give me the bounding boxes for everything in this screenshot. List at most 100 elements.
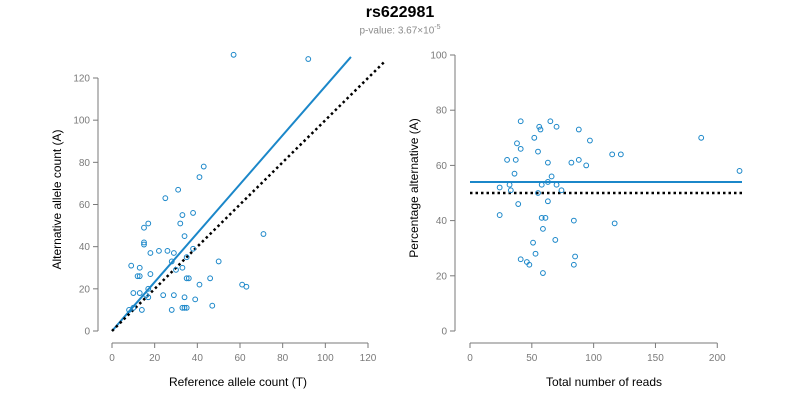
plot2-data-point bbox=[544, 179, 551, 185]
plot2-data-point bbox=[537, 126, 544, 133]
plot1-data-point bbox=[134, 273, 141, 280]
plot2-y-tick-label: 0 bbox=[441, 327, 447, 338]
plot1-x-tick-label: 80 bbox=[277, 353, 289, 364]
plot1-x-tick-label: 60 bbox=[234, 353, 246, 364]
plot2-data-point bbox=[517, 145, 524, 152]
plot2-data-point bbox=[538, 214, 545, 221]
plot1-data-point bbox=[209, 302, 216, 309]
plot2-data-point bbox=[532, 250, 539, 257]
plot1-x-tick-label: 100 bbox=[317, 353, 334, 364]
plot2-data-point bbox=[736, 168, 743, 174]
plot2-data-point bbox=[572, 253, 578, 260]
plot2-data-point bbox=[530, 239, 536, 246]
plot2-data-point bbox=[511, 170, 518, 177]
plot2-x-tick-label: 100 bbox=[585, 353, 602, 364]
plot1-data-point bbox=[170, 292, 177, 299]
plot1-data-point bbox=[183, 254, 190, 261]
plot2-data-point bbox=[558, 187, 565, 194]
plot1-data-point bbox=[141, 241, 147, 248]
plot1-x-tick-label: 120 bbox=[360, 353, 377, 364]
plot2-y-tick-label: 60 bbox=[436, 161, 448, 172]
plot1-data-point bbox=[183, 304, 190, 311]
plot1-data-point bbox=[179, 212, 186, 218]
plot2-data-point bbox=[514, 140, 520, 147]
plot1-data-point bbox=[136, 273, 143, 280]
plot2-data-point bbox=[575, 156, 582, 163]
plot2-data-point bbox=[544, 198, 551, 205]
plot1-data-point bbox=[200, 163, 207, 170]
plot1-data-point bbox=[190, 210, 196, 216]
plot2-y-tick-label: 40 bbox=[436, 216, 448, 227]
plot1-data-point bbox=[136, 264, 143, 271]
plot1-data-point bbox=[126, 307, 132, 313]
plot1-data-point bbox=[156, 247, 162, 254]
plot2-data-point bbox=[536, 123, 543, 130]
plot1-data-point bbox=[207, 275, 214, 282]
plot1-data-point bbox=[145, 285, 152, 292]
plot2-x-tick-label: 50 bbox=[526, 353, 538, 364]
plot2-data-point bbox=[526, 261, 533, 268]
plot1-y-tick-label: 20 bbox=[79, 284, 91, 295]
plot1-data-point bbox=[181, 233, 188, 240]
plot1-data-point bbox=[196, 174, 203, 180]
plot1-y-tick-label: 40 bbox=[79, 242, 91, 253]
plot2-data-point bbox=[538, 181, 545, 188]
plot2-data-point bbox=[583, 162, 590, 169]
plot1-data-point bbox=[179, 304, 186, 311]
plot1-fit-line bbox=[111, 56, 352, 332]
plot1-y-tick-label: 100 bbox=[73, 116, 90, 127]
plot1-data-point bbox=[177, 220, 184, 227]
plot1-y-axis-label: Alternative allele count (A) bbox=[50, 129, 64, 269]
plot2-data-point bbox=[506, 181, 513, 188]
plot2-data-point bbox=[512, 156, 519, 163]
plot1-data-point bbox=[145, 294, 152, 301]
plot2-data-point bbox=[698, 134, 705, 141]
plot2-data-point bbox=[517, 118, 524, 125]
plot2-data-point bbox=[553, 181, 560, 188]
plot2-x-tick-label: 0 bbox=[467, 353, 473, 364]
plot2-data-point bbox=[575, 126, 582, 133]
plot1-y-tick-label: 120 bbox=[73, 74, 90, 85]
plot2-data-point bbox=[617, 151, 624, 158]
plot2-x-tick-label: 200 bbox=[709, 353, 726, 364]
plot1-x-axis-label: Reference allele count (T) bbox=[169, 375, 307, 389]
plot1-data-point bbox=[162, 195, 169, 202]
plot1-data-point bbox=[168, 258, 175, 265]
plot1-data-point bbox=[215, 258, 222, 265]
plot2-data-point bbox=[542, 214, 549, 221]
plot2-y-tick-label: 80 bbox=[436, 106, 448, 117]
plot2-data-point bbox=[535, 190, 541, 196]
plot2-data-point bbox=[547, 118, 554, 125]
plot1-data-point bbox=[141, 239, 147, 246]
plot1-data-point bbox=[185, 275, 192, 282]
plot2-y-tick-label: 20 bbox=[436, 271, 448, 282]
plot1-data-point bbox=[168, 307, 175, 313]
plot2-x-tick-label: 150 bbox=[647, 353, 664, 364]
plot1-data-point bbox=[130, 290, 137, 296]
plot2-data-point bbox=[496, 212, 503, 218]
plot1-data-point bbox=[138, 307, 145, 313]
plot1-x-tick-label: 0 bbox=[109, 353, 115, 364]
plot2-data-point bbox=[515, 201, 522, 207]
plot2-data-point bbox=[568, 159, 575, 166]
plot1-data-point bbox=[181, 304, 188, 311]
plot1-data-point bbox=[179, 264, 186, 271]
chart-subtitle: p-value: 3.67×10-5 bbox=[0, 24, 800, 36]
plot1-data-point bbox=[136, 290, 143, 296]
plot1-data-point bbox=[243, 283, 250, 290]
chart-title: rs622981 bbox=[365, 4, 435, 21]
plot2-data-point bbox=[587, 137, 593, 144]
plot2-data-point bbox=[540, 270, 546, 276]
plot1-data-point bbox=[128, 262, 135, 269]
plot1-data-point bbox=[175, 186, 182, 193]
plot2-data-point bbox=[517, 256, 524, 263]
plot2-data-point bbox=[504, 156, 510, 163]
plot2-data-point bbox=[507, 187, 514, 194]
plot2-y-tick-label: 100 bbox=[430, 51, 447, 62]
plot2-data-point bbox=[531, 134, 538, 141]
plot1-data-point bbox=[196, 281, 203, 288]
plot2-data-point bbox=[611, 220, 618, 227]
p-value-exponent: -5 bbox=[434, 24, 441, 31]
